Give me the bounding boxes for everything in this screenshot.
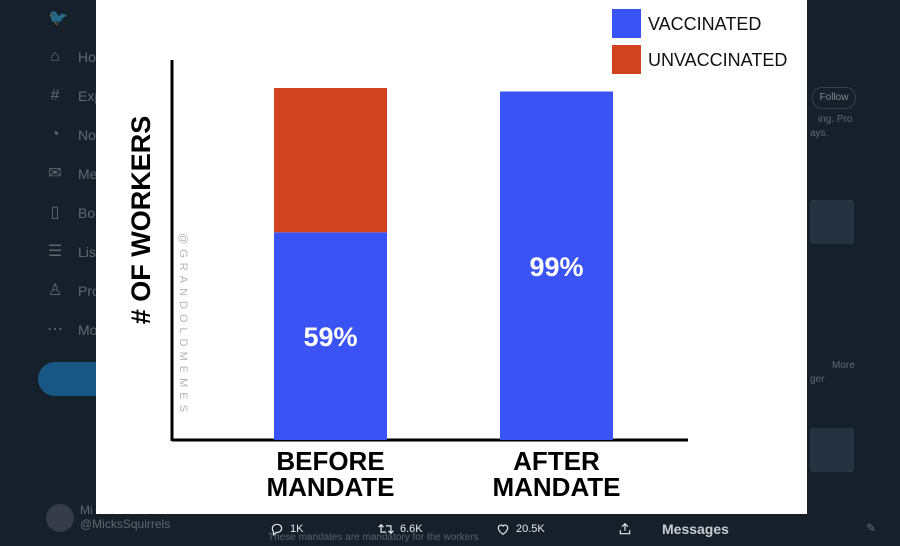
hashtag-icon[interactable]: # bbox=[50, 87, 60, 104]
mail-icon[interactable]: ✉ bbox=[48, 165, 62, 182]
x-tick-label: AFTER bbox=[513, 446, 600, 476]
retweet-button[interactable]: 6.6K bbox=[378, 522, 423, 536]
reply-button[interactable]: 1K bbox=[270, 522, 303, 536]
twitter-logo-icon[interactable]: 🐦 bbox=[48, 10, 68, 27]
heart-icon bbox=[497, 524, 509, 535]
bookmark-icon[interactable]: ▯ bbox=[50, 204, 60, 221]
bar-unvaccinated-0 bbox=[274, 88, 387, 233]
x-tick-label: BEFORE bbox=[276, 446, 384, 476]
trend-thumbnail[interactable] bbox=[810, 428, 854, 472]
messages-drawer[interactable]: Messages bbox=[644, 514, 864, 546]
more-icon[interactable]: ⋯ bbox=[47, 321, 63, 338]
data-label: 99% bbox=[529, 252, 583, 282]
retweet-icon bbox=[378, 523, 394, 535]
messages-label: Messages bbox=[662, 521, 729, 537]
sidebar-item-lists[interactable]: Lis bbox=[78, 244, 96, 260]
reply-preview-text: These mandates are mandatory for the wor… bbox=[268, 532, 479, 543]
trend-snippet: ger bbox=[810, 374, 825, 385]
bar-vaccinated-0 bbox=[274, 232, 387, 440]
legend-label: UNVACCINATED bbox=[648, 50, 787, 70]
tweet-action-bar: 1K 6.6K 20.5K bbox=[0, 514, 900, 546]
account-switcher[interactable]: Mi @MicksSquirrels bbox=[80, 503, 170, 531]
share-icon bbox=[619, 522, 631, 535]
list-icon[interactable]: ☰ bbox=[47, 243, 63, 260]
trend-thumbnail[interactable] bbox=[810, 200, 854, 244]
trend-snippet: ing. Pro bbox=[818, 114, 853, 125]
data-label: 59% bbox=[303, 322, 357, 352]
x-tick-label: MANDATE bbox=[492, 472, 620, 502]
watermark: @GRANDOLDMEMES bbox=[177, 233, 189, 417]
sidebar-item-profile[interactable]: Pro bbox=[78, 283, 100, 299]
sidebar-item-bookmarks[interactable]: Bo bbox=[78, 205, 96, 221]
sidebar-item-home[interactable]: Ho bbox=[78, 49, 96, 65]
reply-count: 1K bbox=[290, 523, 304, 535]
legend-label: VACCINATED bbox=[648, 14, 761, 34]
reply-icon bbox=[271, 523, 283, 536]
home-icon[interactable]: ⌂ bbox=[50, 48, 60, 65]
bar-vaccinated-1 bbox=[500, 91, 613, 441]
sidebar-item-more[interactable]: Mo bbox=[78, 322, 98, 338]
legend-swatch bbox=[612, 9, 641, 38]
account-handle: @MicksSquirrels bbox=[80, 517, 171, 531]
like-button[interactable]: 20.5K bbox=[496, 522, 545, 536]
tweet-button[interactable] bbox=[38, 362, 98, 396]
retweet-count: 6.6K bbox=[400, 523, 423, 535]
like-count: 20.5K bbox=[516, 523, 545, 535]
y-axis-label: # OF WORKERS bbox=[126, 116, 156, 325]
legend-swatch bbox=[612, 45, 641, 74]
sidebar-item-messages[interactable]: Me bbox=[78, 166, 98, 182]
share-button[interactable] bbox=[618, 522, 632, 536]
image-lightbox: 59% BEFORE MANDATE 99% AFTER MANDATE # OF WORK… bbox=[96, 0, 807, 514]
sidebar: 🐦 ⌂ Ho # Exp ◔ No ✉ Me ▯ Bo ☰ Lis ♙ Pro … bbox=[0, 0, 170, 546]
trend-snippet: More bbox=[832, 360, 855, 371]
trend-snippet: ays. bbox=[810, 128, 829, 139]
profile-icon[interactable]: ♙ bbox=[47, 282, 63, 299]
x-tick-label: MANDATE bbox=[266, 472, 394, 502]
compose-message-icon[interactable]: ✎ bbox=[866, 521, 877, 535]
sidebar-item-notifications[interactable]: No bbox=[78, 127, 96, 143]
account-name: Mi bbox=[80, 503, 93, 517]
follow-button[interactable]: Follow bbox=[812, 87, 856, 109]
bell-icon[interactable]: ◔ bbox=[50, 126, 60, 143]
avatar[interactable] bbox=[46, 504, 74, 532]
